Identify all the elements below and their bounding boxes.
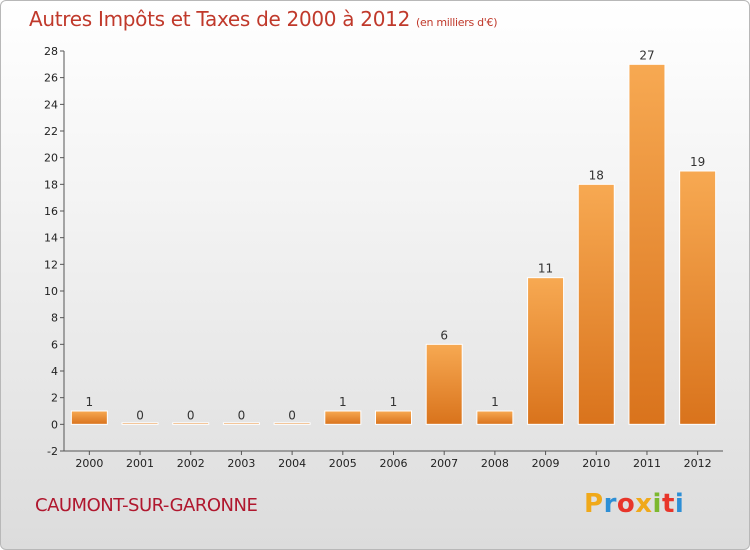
x-tick-label: 2008 <box>481 457 509 470</box>
x-tick-label: 2000 <box>75 457 103 470</box>
data-label: 11 <box>538 262 553 276</box>
logo-letter: x <box>635 489 653 519</box>
y-tick-label: 6 <box>51 338 58 351</box>
logo-letter: i <box>652 489 662 519</box>
y-tick-label: 28 <box>44 45 58 58</box>
chart-title: Autres Impôts et Taxes de 2000 à 2012 (en… <box>29 7 497 31</box>
logo-letter: r <box>603 489 617 519</box>
y-tick-label: 16 <box>44 205 58 218</box>
y-tick-label: -2 <box>47 445 58 458</box>
data-label: 0 <box>288 408 296 422</box>
y-tick-label: 24 <box>44 98 58 111</box>
data-label: 27 <box>639 48 654 62</box>
y-tick-label: 14 <box>44 232 58 245</box>
bar <box>324 410 362 425</box>
x-tick-label: 2004 <box>278 457 306 470</box>
bar <box>577 183 615 425</box>
y-tick-label: 4 <box>51 365 58 378</box>
logo-letter: o <box>616 489 636 519</box>
data-label: 18 <box>589 168 604 182</box>
bar <box>70 410 108 425</box>
proxiti-logo[interactable]: Proxiti <box>584 489 684 519</box>
logo-letter: P <box>584 489 604 519</box>
data-label: 0 <box>187 408 195 422</box>
data-label: 0 <box>238 408 246 422</box>
data-label: 6 <box>440 328 448 342</box>
commune-name: CAUMONT-SUR-GARONNE <box>35 495 258 516</box>
bar <box>527 277 565 425</box>
bar <box>628 63 666 425</box>
bar <box>121 422 159 425</box>
y-tick-label: 18 <box>44 178 58 191</box>
x-tick-label: 2012 <box>684 457 712 470</box>
y-tick-label: 8 <box>51 312 58 325</box>
chart-subtitle: (en milliers d'€) <box>416 16 498 29</box>
bar <box>273 422 311 425</box>
x-tick-label: 2007 <box>430 457 458 470</box>
logo-letter: i <box>674 489 685 519</box>
bar <box>222 422 260 425</box>
y-tick-label: 22 <box>44 125 58 138</box>
x-tick-label: 2011 <box>633 457 661 470</box>
bar <box>679 170 717 425</box>
bar <box>476 410 514 425</box>
bar <box>375 410 412 425</box>
data-label: 1 <box>339 395 347 409</box>
data-label: 1 <box>491 395 499 409</box>
x-tick-label: 2001 <box>126 457 154 470</box>
x-tick-label: 2006 <box>380 457 408 470</box>
data-label: 0 <box>136 408 144 422</box>
logo-letter: t <box>661 489 675 519</box>
data-label: 1 <box>86 395 94 409</box>
bar <box>425 343 463 425</box>
y-tick-label: 26 <box>44 72 58 85</box>
chart-bars <box>70 63 717 425</box>
x-tick-label: 2010 <box>582 457 610 470</box>
data-label: 19 <box>690 155 705 169</box>
y-tick-label: 0 <box>51 418 58 431</box>
bar <box>172 422 210 425</box>
y-tick-label: 12 <box>44 258 58 271</box>
y-tick-label: 10 <box>44 285 58 298</box>
y-tick-label: 2 <box>51 392 58 405</box>
title-text: Autres Impôts et Taxes de 2000 à 2012 <box>29 7 410 31</box>
data-label: 1 <box>390 395 398 409</box>
x-tick-label: 2009 <box>532 457 560 470</box>
x-tick-label: 2005 <box>329 457 357 470</box>
x-tick-label: 2003 <box>227 457 255 470</box>
x-tick-label: 2002 <box>177 457 205 470</box>
y-tick-label: 20 <box>44 152 58 165</box>
